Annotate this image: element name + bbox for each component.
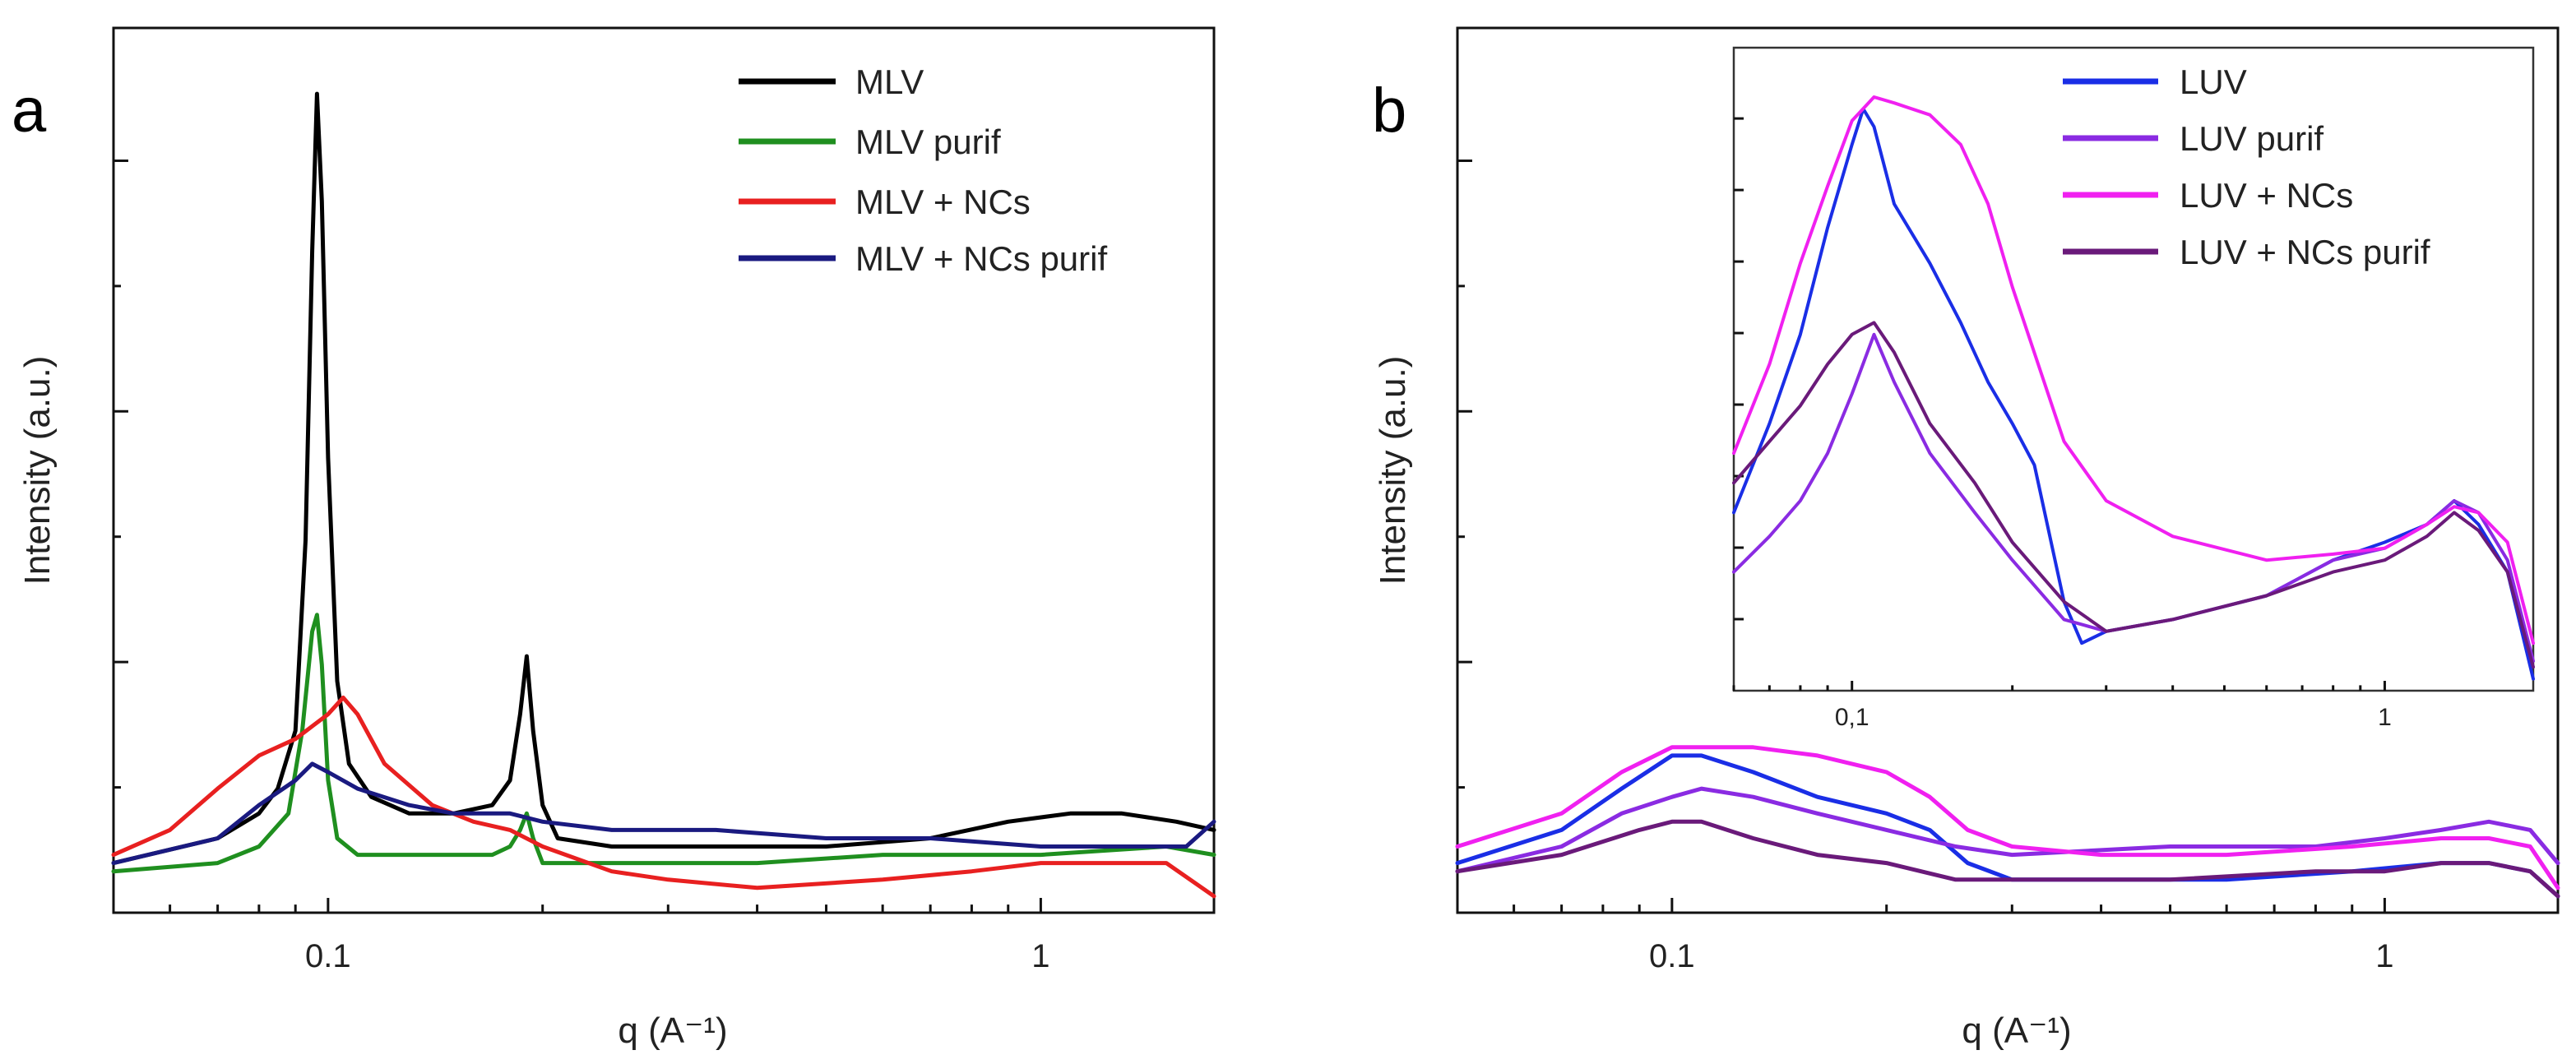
panel-a-legend: MLV MLV purif MLV + NCs MLV + NCs purif: [739, 62, 1107, 278]
panel-b-x-tick-label: 0.1: [1649, 938, 1695, 974]
legend-label-mlv-ncs-purif: MLV + NCs purif: [855, 239, 1107, 278]
legend-item-luv-ncs: LUV + NCs: [2063, 176, 2353, 215]
panel-a-y-axis-title: Intensity (a.u.): [17, 356, 58, 585]
panel-b-y-ticks: [1457, 159, 1472, 789]
panel-a-x-tick-label: 1: [1031, 938, 1049, 974]
legend-label-mlv-purif: MLV purif: [855, 123, 1001, 161]
panel-b-y-axis-title: Intensity (a.u.): [1373, 356, 1413, 585]
panel-b-series-luv-ncs: [1455, 745, 2560, 891]
panel-a: a 0.1 1 Intensity (a.u.) q (A⁻¹) MLV MLV …: [12, 26, 1216, 1051]
inset-series-luv-ncs-purif: [1732, 321, 2535, 669]
panel-a-series-mlv-purif: [111, 613, 1216, 874]
legend-item-mlv: MLV: [739, 62, 924, 101]
panel-b: b 0.1 1 Intensity (a.u.) q (A⁻¹) 0,1 1 LUV…: [1372, 26, 2560, 1051]
panel-b-series-luv-purif: [1455, 786, 2560, 874]
panel-a-series-lines: [111, 91, 1216, 899]
inset-x-ticks: 0,1 1: [1732, 681, 2392, 731]
panel-b-x-ticks: 0.1 1: [1456, 898, 2394, 974]
legend-item-luv: LUV: [2063, 62, 2247, 101]
panel-b-inset: 0,1 1: [1732, 46, 2535, 731]
legend-label-luv-ncs-purif: LUV + NCs purif: [2180, 233, 2430, 271]
inset-series-lines: [1732, 95, 2535, 681]
panel-a-series-mlv-ncs-purif: [111, 761, 1216, 866]
inset-frame: [1732, 46, 2535, 692]
panel-b-plot-frame: [1456, 26, 2560, 914]
legend-label-luv-purif: LUV purif: [2180, 119, 2323, 158]
legend-label-mlv-ncs: MLV + NCs: [855, 183, 1031, 221]
panel-a-x-tick-label: 0.1: [305, 938, 351, 974]
panel-b-series-lines: [1455, 745, 2560, 899]
inset-x-tick-label: 1: [2378, 704, 2392, 731]
panel-b-x-tick-label: 1: [2375, 938, 2393, 974]
legend-item-mlv-ncs-purif: MLV + NCs purif: [739, 239, 1107, 278]
legend-label-mlv: MLV: [855, 62, 924, 101]
inset-series-luv-ncs: [1732, 95, 2535, 645]
legend-item-luv-purif: LUV purif: [2063, 119, 2323, 158]
panel-b-x-axis-title: q (A⁻¹): [1962, 1011, 2071, 1051]
panel-b-series-luv: [1455, 753, 2560, 899]
panel-b-legend: LUV LUV purif LUV + NCs LUV + NCs purif: [2063, 62, 2430, 271]
legend-label-luv-ncs: LUV + NCs: [2180, 176, 2353, 215]
panel-b-series-luv-ncs-purif: [1455, 819, 2560, 899]
panel-a-plot-frame: [112, 26, 1216, 914]
inset-y-ticks: [1734, 117, 1744, 621]
legend-item-mlv-purif: MLV purif: [739, 123, 1001, 161]
panel-a-x-ticks: 0.1 1: [112, 898, 1050, 974]
panel-b-letter: b: [1372, 76, 1406, 146]
legend-label-luv: LUV: [2180, 62, 2247, 101]
panel-a-series-mlv-ncs: [111, 695, 1216, 899]
inset-series-luv-purif: [1732, 332, 2535, 663]
panel-a-letter: a: [12, 76, 47, 146]
inset-x-tick-label: 0,1: [1835, 704, 1869, 731]
legend-item-mlv-ncs: MLV + NCs: [739, 183, 1031, 221]
panel-a-x-axis-title: q (A⁻¹): [618, 1011, 727, 1051]
panel-a-y-ticks: [114, 159, 128, 789]
legend-item-luv-ncs-purif: LUV + NCs purif: [2063, 233, 2430, 271]
